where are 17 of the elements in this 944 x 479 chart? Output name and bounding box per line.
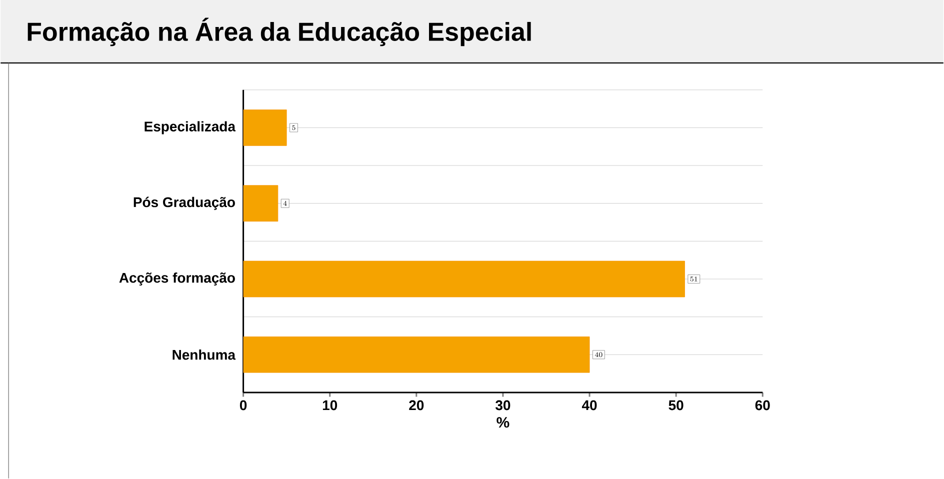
x-tick-label: 10 <box>322 400 338 410</box>
x-tick-label: 0 <box>240 400 247 410</box>
x-tick-label: 40 <box>582 400 597 410</box>
bar <box>243 185 278 222</box>
x-axis-title: % <box>496 417 510 428</box>
x-tick-label: 50 <box>668 400 684 410</box>
y-tick-label: Nenhuma <box>172 350 236 360</box>
chart-title: Formação na Área da Educação Especial <box>28 18 531 46</box>
y-tick-label: Especializada <box>144 121 236 134</box>
bar <box>243 336 590 374</box>
bar <box>243 260 685 298</box>
x-tick-label: 30 <box>495 400 510 410</box>
x-tick-label: 60 <box>755 400 770 410</box>
y-tick-label: Pós Graduação <box>134 196 235 210</box>
x-tick-label: 20 <box>409 400 424 410</box>
y-tick-label: Acções formação <box>119 272 235 286</box>
bar <box>243 110 287 146</box>
